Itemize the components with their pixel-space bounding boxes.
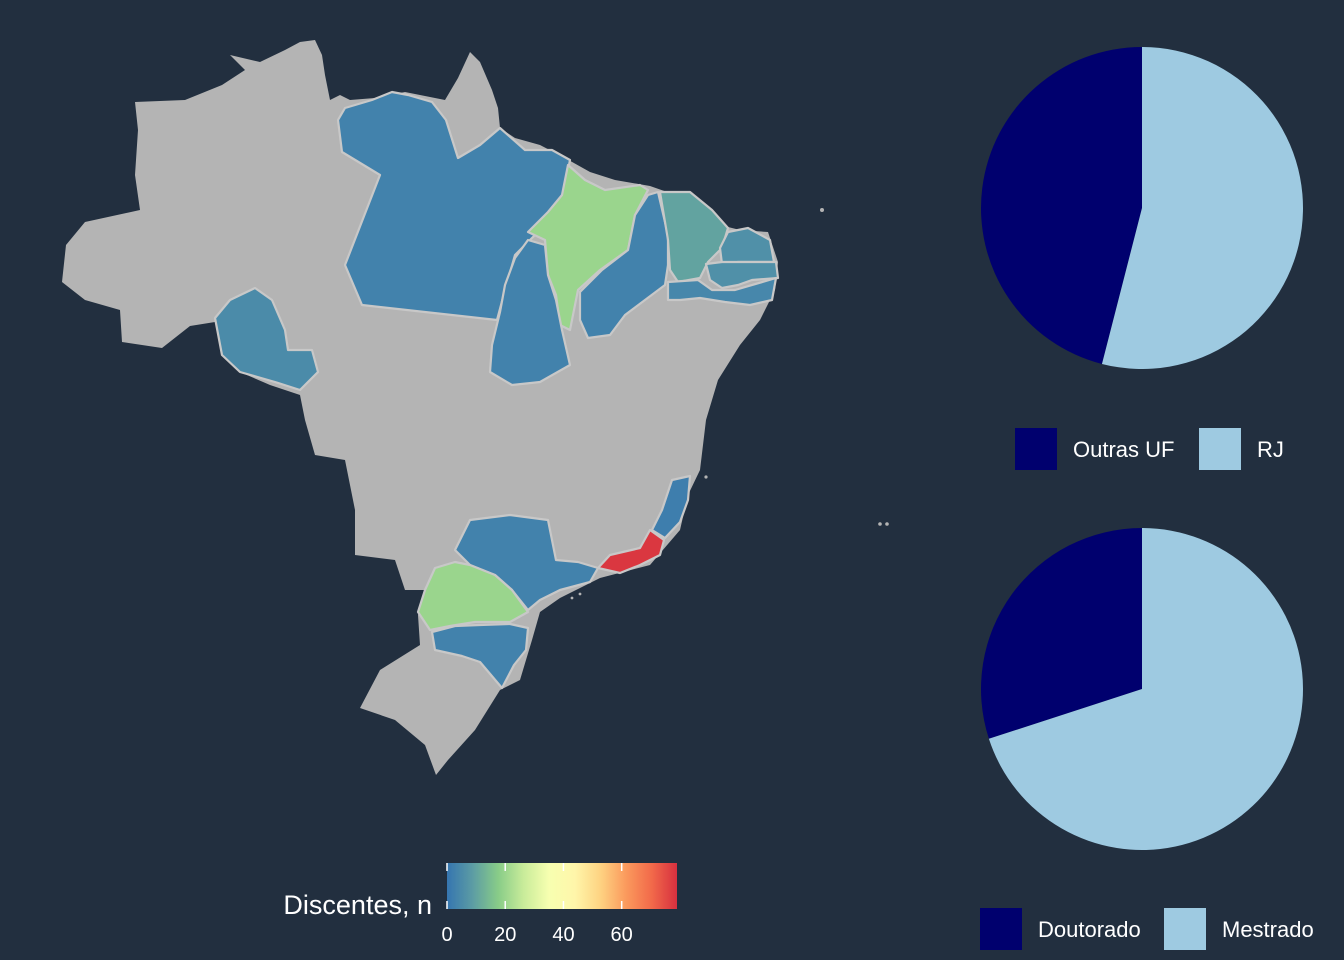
- island-coast-3: [578, 592, 582, 596]
- color-legend-ticks: 0 20 40 60: [441, 863, 633, 946]
- color-legend-tick-label: 20: [494, 924, 516, 946]
- state-PR: [416, 560, 530, 632]
- island-coast-2: [570, 596, 574, 600]
- legend-swatch-outras-uf: [1015, 428, 1057, 470]
- pie-chart-nivel: [981, 528, 1303, 850]
- legend-swatch-mestrado: [1164, 908, 1206, 950]
- state-PB: [704, 260, 780, 290]
- island-trindade-2: [885, 522, 889, 526]
- legend-label-doutorado: Doutorado: [1038, 917, 1141, 942]
- state-SC: [430, 622, 530, 690]
- state-ES: [650, 474, 692, 540]
- color-legend: Discentes, n 0 20 40 60: [283, 863, 677, 946]
- state-PI: [578, 190, 670, 340]
- state-CE: [658, 190, 730, 284]
- pie-nivel-legend: Doutorado Mestrado: [980, 908, 1314, 950]
- legend-label-rj: RJ: [1257, 437, 1284, 462]
- island-coast-1: [704, 475, 708, 479]
- legend-label-mestrado: Mestrado: [1222, 917, 1314, 942]
- color-legend-tick-label: 60: [611, 924, 633, 946]
- island-fernando-de-noronha: [820, 208, 824, 212]
- state-MA: [526, 163, 650, 332]
- legend-swatch-rj: [1199, 428, 1241, 470]
- brazil-map: [62, 40, 889, 775]
- color-legend-bar: [447, 863, 677, 909]
- pie-slice-mestrado: [988, 528, 1303, 850]
- island-trindade-1: [878, 522, 882, 526]
- state-RJ: [596, 528, 666, 575]
- pie-slice-outras-uf: [980, 47, 1142, 364]
- legend-label-outras-uf: Outras UF: [1073, 437, 1174, 462]
- color-legend-title: Discentes, n: [283, 890, 432, 920]
- color-legend-tick-label: 0: [441, 924, 452, 946]
- state-TO: [488, 238, 572, 387]
- state-PE: [666, 276, 778, 307]
- pie-chart-uf: [980, 47, 1303, 369]
- pie-uf-legend: Outras UF RJ: [1015, 428, 1284, 470]
- pie-slice-doutorado: [981, 528, 1142, 739]
- legend-swatch-doutorado: [980, 908, 1022, 950]
- pie-slice-rj: [1101, 47, 1303, 369]
- color-legend-tick-label: 40: [552, 924, 574, 946]
- state-RO: [213, 286, 320, 392]
